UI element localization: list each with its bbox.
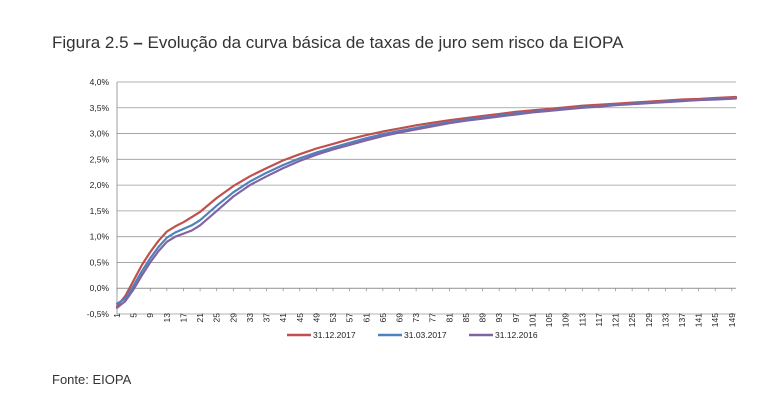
axes	[116, 82, 736, 314]
y-tick-label: 1,0%	[90, 232, 110, 242]
x-tick-label: 5	[129, 313, 139, 318]
x-tick-label: 113	[577, 313, 587, 327]
x-tick-label: 105	[544, 313, 554, 327]
x-tick-label: 53	[328, 313, 338, 323]
x-tick-label: 25	[212, 313, 222, 323]
y-tick-label: 0,5%	[90, 257, 110, 267]
x-tick-label: 61	[361, 313, 371, 323]
series-line-2	[115, 96, 738, 305]
x-tick-label: 65	[378, 313, 388, 323]
x-tick-label: 97	[511, 313, 521, 323]
figure-number: Figura 2.5	[52, 33, 129, 52]
x-tick-label: 81	[444, 313, 454, 323]
x-tick-label: 77	[428, 313, 438, 323]
x-tick-label: 29	[228, 313, 238, 323]
y-tick-label: 2,0%	[90, 180, 110, 190]
legend: 31.12.2017 31.03.2017 31.12.2016	[287, 330, 538, 340]
x-axis-tick-labels: 1 5 9 13 17 21 25 29 33 37 41 45 49 53 57 61 65 69 73 77 81 8…	[112, 313, 737, 327]
x-tick-label: 41	[278, 313, 288, 323]
y-tick-label: 2,5%	[90, 154, 110, 164]
x-tick-label: 117	[594, 313, 604, 327]
y-tick-label: -0,5%	[87, 309, 110, 319]
gridlines	[117, 81, 736, 315]
series-line-3	[115, 97, 738, 309]
figure-title: Figura 2.5 – Evolução da curva básica de…	[52, 33, 623, 53]
figure-title-text: Evolução da curva básica de taxas de jur…	[147, 33, 624, 52]
x-tick-label: 45	[295, 313, 305, 323]
y-tick-label: 1,5%	[90, 206, 110, 216]
x-tick-label: 69	[394, 313, 404, 323]
x-tick-label: 9	[145, 313, 155, 318]
x-tick-label: 49	[311, 313, 321, 323]
x-tick-label: 141	[694, 313, 704, 327]
x-tick-label: 93	[494, 313, 504, 323]
x-tick-label: 73	[411, 313, 421, 323]
x-tick-label: 1	[112, 313, 122, 318]
x-tick-label: 129	[644, 313, 654, 327]
x-tick-label: 109	[561, 313, 571, 327]
x-tick-label: 17	[178, 313, 188, 323]
x-tick-label: 101	[527, 313, 537, 327]
x-tick-label: 13	[162, 313, 172, 323]
y-axis-tick-labels: -0,5% 0,0% 0,5% 1,0% 1,5% 2,0% 2,5% 3,0% 3,5% 4,0…	[87, 77, 110, 319]
legend-label-3: 31.12.2016	[495, 330, 538, 340]
legend-label-2: 31.03.2017	[404, 330, 447, 340]
y-tick-label: 0,0%	[90, 283, 110, 293]
y-tick-label: 4,0%	[90, 77, 110, 87]
x-tick-label: 85	[461, 313, 471, 323]
x-tick-label: 133	[660, 313, 670, 327]
y-tick-label: 3,0%	[90, 129, 110, 139]
x-tick-label: 33	[245, 313, 255, 323]
x-tick-label: 137	[677, 313, 687, 327]
x-tick-label: 89	[478, 313, 488, 323]
x-tick-label: 145	[710, 313, 720, 327]
x-tick-label: 57	[345, 313, 355, 323]
legend-label-1: 31.12.2017	[313, 330, 356, 340]
series-lines	[115, 95, 738, 309]
x-tick-label: 125	[627, 313, 637, 327]
x-tick-label: 21	[195, 313, 205, 323]
source-note: Fonte: EIOPA	[52, 372, 132, 387]
y-tick-label: 3,5%	[90, 103, 110, 113]
x-tick-label: 37	[262, 313, 272, 323]
figure-dash: –	[133, 33, 143, 52]
x-tick-label: 121	[611, 313, 621, 327]
x-tick-label: 149	[727, 313, 737, 327]
